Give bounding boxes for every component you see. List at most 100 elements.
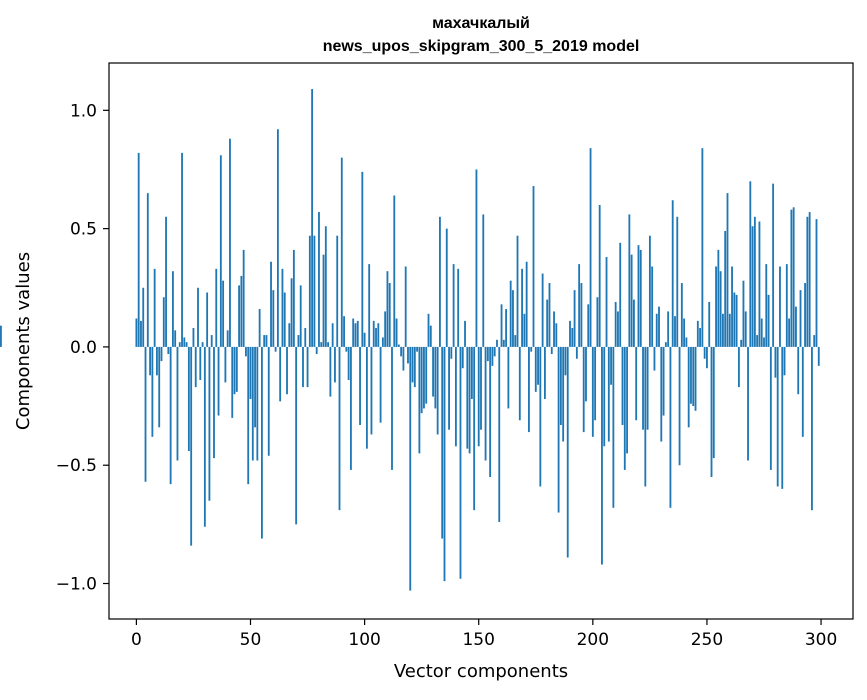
bar-100 — [363, 332, 366, 347]
bar-213 — [621, 346, 624, 425]
bar-173 — [530, 346, 533, 352]
bar-102 — [368, 264, 371, 347]
bar-8 — [153, 268, 156, 347]
bar-266 — [742, 280, 745, 347]
bar-67 — [288, 323, 291, 347]
bar-267 — [744, 311, 747, 347]
bar-50 — [249, 346, 252, 399]
bar-176 — [537, 346, 539, 385]
bar-108 — [381, 337, 384, 347]
y-axis-label: Components values — [13, 252, 34, 430]
bar-219 — [635, 346, 638, 421]
bar-275 — [763, 337, 765, 347]
bar-184 — [555, 323, 558, 347]
bar-135 — [443, 346, 446, 582]
bar-287 — [790, 209, 793, 347]
y-tick-label: 1.0 — [70, 101, 97, 121]
bar-46 — [240, 275, 243, 347]
bar-106 — [377, 323, 380, 347]
bar-238 — [678, 346, 681, 466]
bar-81 — [320, 342, 323, 347]
bar-265 — [740, 339, 743, 347]
bar-149 — [475, 169, 478, 347]
bar-145 — [466, 346, 469, 449]
bar-53 — [256, 346, 259, 461]
bar-5 — [146, 193, 149, 347]
bar-151 — [480, 346, 482, 430]
bar-181 — [548, 283, 551, 347]
bar-168 — [518, 346, 521, 421]
bar-6 — [149, 346, 151, 376]
bar-125 — [420, 346, 423, 414]
bar-263 — [735, 294, 738, 347]
y-tick-label: 0.5 — [70, 220, 97, 240]
bar-249 — [703, 346, 706, 359]
bar-203 — [598, 204, 601, 347]
bar-58 — [267, 346, 270, 456]
bar-194 — [578, 264, 581, 347]
bar-59 — [270, 261, 272, 347]
bar-115 — [397, 344, 400, 347]
bar-78 — [313, 235, 316, 347]
bar-13 — [165, 216, 167, 347]
bar-208 — [610, 346, 612, 385]
bar-79 — [315, 346, 318, 355]
bar-91 — [343, 316, 345, 347]
bar-272 — [756, 335, 759, 347]
bar-56 — [263, 335, 266, 347]
bar-80 — [318, 212, 320, 347]
bar-179 — [543, 346, 546, 399]
bar-180 — [546, 299, 549, 347]
bar-175 — [534, 346, 537, 392]
bar-221 — [639, 249, 642, 347]
bar-55 — [261, 346, 263, 539]
bar-284 — [783, 346, 786, 376]
bar-22 — [185, 342, 188, 347]
y-axis-ticks: −1.0 −0.5 0.0 0.5 1.0 — [56, 101, 109, 595]
bar-86 — [331, 323, 334, 347]
bar-286 — [788, 318, 791, 347]
bar-235 — [671, 200, 674, 347]
bar-85 — [329, 346, 332, 397]
bar-103 — [370, 346, 373, 435]
bar-122 — [413, 346, 416, 388]
bar-142 — [459, 346, 462, 579]
bar-129 — [429, 325, 432, 347]
bar-23 — [187, 346, 190, 452]
bar-233 — [667, 311, 670, 347]
bar-44 — [235, 346, 238, 392]
bar-299 — [817, 346, 820, 366]
bar-112 — [391, 346, 393, 470]
bar-192 — [573, 290, 576, 347]
bar-205 — [603, 346, 606, 447]
bar-260 — [728, 313, 731, 347]
bar-0 — [135, 318, 138, 347]
bar-218 — [633, 299, 635, 347]
bar-60 — [272, 290, 275, 347]
bar-11 — [160, 346, 163, 362]
bar-293 — [804, 283, 806, 347]
bar-282 — [779, 266, 781, 347]
bar-66 — [286, 346, 288, 395]
bar-196 — [582, 346, 585, 433]
bar-38 — [222, 280, 225, 347]
bar-261 — [731, 266, 733, 347]
bar-244 — [692, 346, 695, 407]
bar-187 — [562, 346, 565, 442]
bar-220 — [637, 245, 640, 347]
bar-119 — [407, 346, 409, 364]
bar-121 — [411, 346, 414, 383]
bar-210 — [614, 301, 617, 347]
bar-134 — [441, 346, 444, 539]
bar-93 — [347, 346, 350, 381]
bar-97 — [356, 320, 359, 347]
bar-199 — [589, 148, 592, 347]
bar-214 — [623, 346, 626, 470]
bar-33 — [210, 335, 213, 347]
bar-52 — [254, 346, 256, 428]
bar-257 — [722, 313, 724, 347]
bar-295 — [808, 212, 811, 347]
bar-92 — [345, 346, 348, 352]
bar-224 — [646, 346, 649, 430]
bar-95 — [352, 318, 355, 347]
